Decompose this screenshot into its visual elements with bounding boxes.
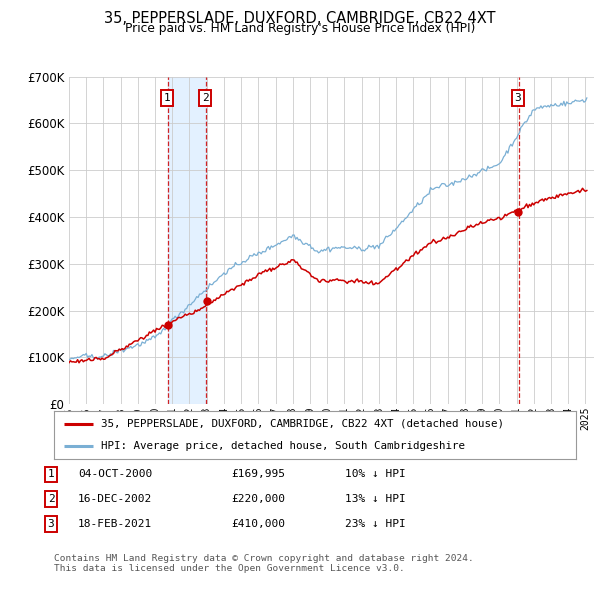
Text: This data is licensed under the Open Government Licence v3.0.: This data is licensed under the Open Gov… bbox=[54, 565, 405, 573]
Text: 1: 1 bbox=[164, 93, 170, 103]
Text: 16-DEC-2002: 16-DEC-2002 bbox=[78, 494, 152, 504]
Text: 23% ↓ HPI: 23% ↓ HPI bbox=[345, 519, 406, 529]
Text: £410,000: £410,000 bbox=[231, 519, 285, 529]
Text: 18-FEB-2021: 18-FEB-2021 bbox=[78, 519, 152, 529]
Text: HPI: Average price, detached house, South Cambridgeshire: HPI: Average price, detached house, Sout… bbox=[101, 441, 465, 451]
Text: Price paid vs. HM Land Registry's House Price Index (HPI): Price paid vs. HM Land Registry's House … bbox=[125, 22, 475, 35]
Text: Contains HM Land Registry data © Crown copyright and database right 2024.: Contains HM Land Registry data © Crown c… bbox=[54, 554, 474, 563]
Text: £220,000: £220,000 bbox=[231, 494, 285, 504]
Text: 35, PEPPERSLADE, DUXFORD, CAMBRIDGE, CB22 4XT (detached house): 35, PEPPERSLADE, DUXFORD, CAMBRIDGE, CB2… bbox=[101, 419, 504, 429]
Text: 10% ↓ HPI: 10% ↓ HPI bbox=[345, 470, 406, 479]
Text: 3: 3 bbox=[514, 93, 521, 103]
Text: 1: 1 bbox=[47, 470, 55, 479]
Text: 13% ↓ HPI: 13% ↓ HPI bbox=[345, 494, 406, 504]
Text: 2: 2 bbox=[202, 93, 209, 103]
Text: 04-OCT-2000: 04-OCT-2000 bbox=[78, 470, 152, 479]
Text: 3: 3 bbox=[47, 519, 55, 529]
Text: 35, PEPPERSLADE, DUXFORD, CAMBRIDGE, CB22 4XT: 35, PEPPERSLADE, DUXFORD, CAMBRIDGE, CB2… bbox=[104, 11, 496, 25]
Text: 2: 2 bbox=[47, 494, 55, 504]
Text: £169,995: £169,995 bbox=[231, 470, 285, 479]
Bar bbox=[168, 77, 206, 404]
